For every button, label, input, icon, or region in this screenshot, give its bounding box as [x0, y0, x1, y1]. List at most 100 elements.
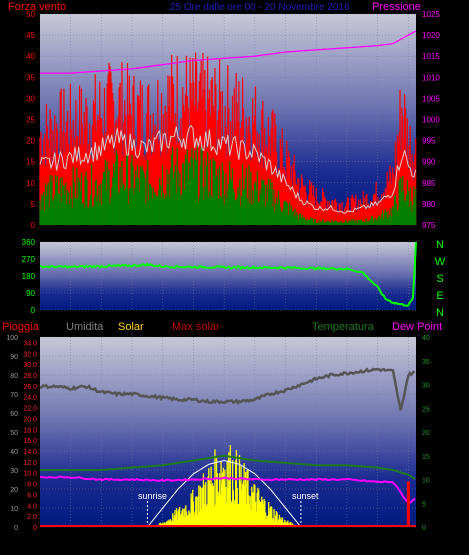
- pressure-tick-label: 995: [422, 137, 436, 146]
- pressure-tick-label: 1020: [422, 31, 440, 40]
- rain-tick-label: 18.0: [23, 427, 37, 434]
- rain-tick-label: 24.0: [23, 395, 37, 402]
- direction-panel-series: [39, 241, 417, 307]
- pressure-tick-label: 1010: [422, 73, 440, 82]
- wind-tick-label: 35: [26, 73, 35, 82]
- direction-tick-label: 270: [22, 255, 36, 264]
- direction-tick-label: 0: [31, 306, 36, 315]
- humidity-tick-label: 40: [10, 449, 18, 456]
- time-tick-label: 20: [342, 231, 351, 240]
- time-tick-label: 18: [312, 231, 321, 240]
- time-tick-label: 22: [373, 231, 382, 240]
- compass-label: N: [436, 239, 444, 251]
- humidity-line: [39, 367, 416, 411]
- temperature-label: Temperatura: [312, 321, 375, 333]
- time-tick-label: 04: [97, 541, 106, 550]
- rain-tick-label: 28.0: [23, 373, 37, 380]
- humidity-tick-label: 100: [6, 335, 18, 342]
- humidity-tick-label: 60: [10, 411, 18, 418]
- rain-tick-label: 12.0: [23, 460, 37, 467]
- pressure-tick-label: 1025: [422, 10, 440, 19]
- rain-tick-label: 6.0: [27, 492, 37, 499]
- temperature-tick-label: 25: [422, 406, 430, 413]
- bottom-panel-series: [39, 367, 416, 528]
- rain-tick-label: 0: [33, 525, 37, 532]
- wind-speed-axis: 0 5 10 15 20 25 30 35 40 45 50: [26, 10, 35, 230]
- temperature-tick-label: 30: [422, 383, 430, 390]
- wind-tick-label: 45: [26, 31, 35, 40]
- wind-tick-label: 5: [31, 200, 36, 209]
- time-tick-label: 08: [158, 541, 167, 550]
- time-tick-label: 14: [250, 231, 259, 240]
- direction-tick-label: 360: [22, 238, 36, 247]
- time-tick-label: 14: [250, 541, 259, 550]
- rain-tick-label: 10.0: [23, 471, 37, 478]
- rain-tick-label: 2.0: [27, 514, 37, 521]
- time-tick-label: 22: [373, 541, 382, 550]
- sunset-label: sunset: [292, 491, 319, 501]
- time-tick-label: 02: [66, 541, 75, 550]
- wind-tick-label: 0: [31, 221, 36, 230]
- chart-title: 25 Ore dalle ore 00 - 20 Novembre 2016: [170, 2, 350, 13]
- direction-tick-label: 180: [22, 272, 36, 281]
- temperature-tick-label: 5: [422, 501, 426, 508]
- time-tick-label: 02: [66, 231, 75, 240]
- humidity-tick-label: 30: [10, 468, 18, 475]
- rain-tick-label: 34.0: [23, 340, 37, 347]
- time-tick-label: 00: [404, 541, 413, 550]
- time-tick-label: 08: [158, 231, 167, 240]
- pressure-tick-label: 985: [422, 179, 436, 188]
- time-tick-label: 18: [312, 541, 321, 550]
- time-tick-label: 16: [281, 231, 290, 240]
- humidity-tick-label: 70: [10, 392, 18, 399]
- wind-tick-label: 40: [26, 52, 35, 61]
- wind-speed-label: Forza vento: [8, 1, 66, 13]
- direction-panel-grid: [40, 241, 416, 311]
- rain-axis: 0 2.0 4.0 6.0 8.0 10.0 12.0 14.0 16.0 18.0 20.0 22.…: [23, 340, 37, 532]
- temperature-tick-label: 35: [422, 359, 430, 366]
- temperature-tick-label: 20: [422, 430, 430, 437]
- pressure-tick-label: 1000: [422, 116, 440, 125]
- rain-label: Pioggia: [2, 321, 40, 333]
- pressure-axis: 975 980 985 990 995 1000 1005 1010 1015 1020 1025: [422, 10, 440, 230]
- max-solar-label: Max solar: [172, 321, 220, 333]
- time-tick-label: 10: [189, 231, 198, 240]
- compass-label: W: [435, 256, 446, 268]
- rain-tick-label: 26.0: [23, 384, 37, 391]
- pressure-label: Pressione: [372, 1, 421, 13]
- pressure-tick-label: 975: [422, 221, 436, 230]
- pressure-tick-label: 1015: [422, 52, 440, 61]
- time-tick-label: 10: [189, 541, 198, 550]
- wind-direction-line: [39, 241, 417, 307]
- humidity-tick-label: 50: [10, 430, 18, 437]
- max-solar-curve: [147, 459, 302, 528]
- dewpoint-line: [39, 475, 416, 505]
- temperature-tick-label: 40: [422, 335, 430, 342]
- wind-tick-label: 25: [26, 116, 35, 125]
- rain-tick-label: 4.0: [27, 503, 37, 510]
- temperature-tick-label: 0: [422, 525, 426, 532]
- rain-tick-label: 16.0: [23, 438, 37, 445]
- time-tick-label: 04: [97, 231, 106, 240]
- time-tick-label: 06: [128, 231, 137, 240]
- humidity-tick-label: 80: [10, 373, 18, 380]
- humidity-tick-label: 10: [10, 506, 18, 513]
- direction-axis: 0 90 180 270 360: [22, 238, 36, 315]
- direction-panel-plot-area: [40, 242, 416, 310]
- pressure-tick-label: 990: [422, 158, 436, 167]
- humidity-tick-label: 0: [14, 525, 18, 532]
- humidity-tick-label: 90: [10, 354, 18, 361]
- wind-tick-label: 30: [26, 94, 35, 103]
- humidity-tick-label: 20: [10, 487, 18, 494]
- time-tick-label: 12: [220, 231, 229, 240]
- wind-tick-label: 10: [26, 179, 35, 188]
- rain-tick-label: 20.0: [23, 416, 37, 423]
- pressure-tick-label: 980: [422, 200, 436, 209]
- temperature-tick-label: 10: [422, 478, 430, 485]
- rain-tick-label: 8.0: [27, 482, 37, 489]
- humidity-label: Umidita: [66, 321, 104, 333]
